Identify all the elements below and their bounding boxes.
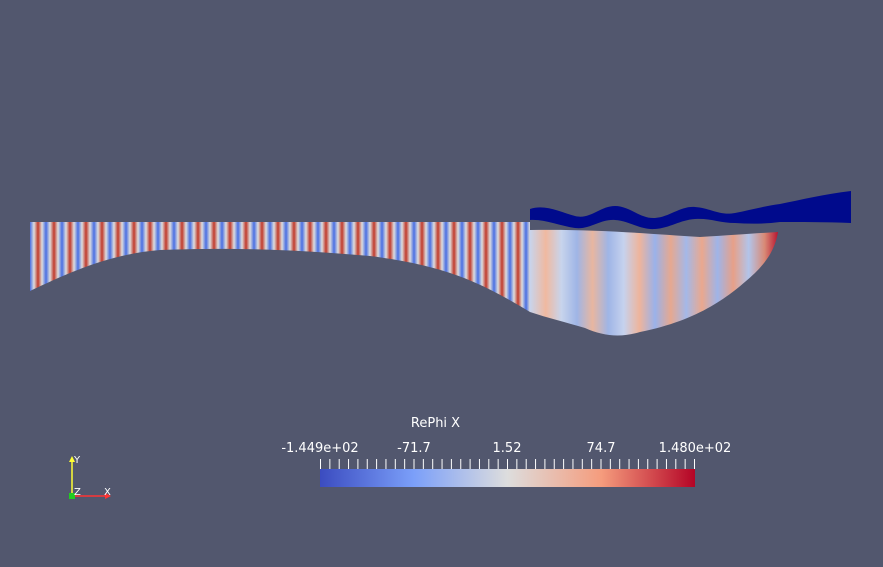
domain-right <box>530 229 778 336</box>
colorbar-label-mid: 1.52 <box>492 441 522 456</box>
colorbar-label-min: -1.449e+02 <box>281 441 359 456</box>
colorbar-title: RePhi X <box>410 416 461 431</box>
y-axis-label: Y <box>74 455 81 466</box>
orientation-axes <box>69 456 111 499</box>
domain-left <box>30 222 530 312</box>
domain-left-field <box>30 222 530 312</box>
colorbar-ticks <box>320 459 695 469</box>
domain-right-field <box>530 229 778 336</box>
z-axis-label: Z <box>74 487 81 498</box>
free-surface-strip <box>530 191 851 230</box>
free-surface <box>530 191 851 230</box>
colorbar[interactable] <box>320 469 695 487</box>
colorbar-label-4: 74.7 <box>586 441 616 456</box>
y-axis-arrow <box>69 456 75 462</box>
colorbar-fill <box>320 469 695 487</box>
colorbar-label-2: -71.7 <box>397 441 431 456</box>
x-axis-label: X <box>104 487 111 498</box>
x-axis-arrow <box>105 493 111 499</box>
colorbar-label-max: 1.480e+02 <box>658 441 732 456</box>
z-axis-marker <box>69 493 75 499</box>
